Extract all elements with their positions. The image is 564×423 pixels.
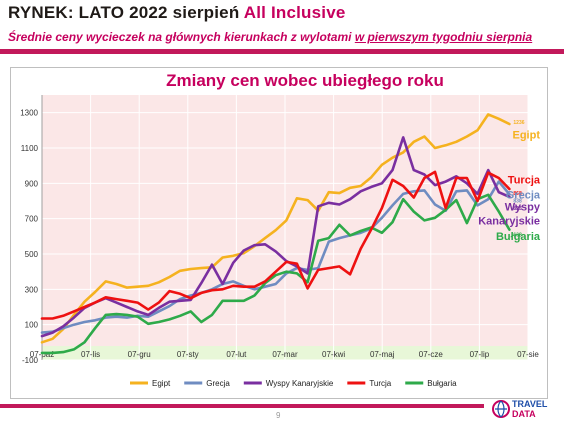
- y-tick-label: 100: [25, 321, 39, 330]
- end-value-label-wyspy: 823: [513, 206, 522, 212]
- header-divider: [0, 49, 564, 54]
- end-value-label-egipt: 1236: [513, 120, 524, 126]
- side-label-bulgaria: Bułgaria: [496, 231, 541, 243]
- legend-label-egipt: Egipt: [152, 379, 171, 388]
- page-subtitle-part1: Średnie ceny wycieczek na głównych kieru…: [8, 30, 355, 44]
- end-value-label-turcja: 868: [513, 191, 522, 197]
- series-line-turcja: [40, 170, 511, 320]
- y-tick-label: 500: [25, 250, 39, 259]
- series-line-grecja: [40, 180, 511, 334]
- chart-title: Zmiany cen wobec ubiegłego roku: [166, 71, 444, 90]
- end-value-label-bulgaria: 638: [513, 233, 522, 239]
- x-tick-label: 07-maj: [370, 350, 395, 359]
- page-title-prefix: RYNEK: LATO 2022 sierpień: [8, 3, 244, 22]
- footer-divider: [0, 404, 484, 408]
- x-tick-label: 07-mar: [272, 350, 298, 359]
- side-label-turcja: Turcja: [508, 174, 541, 186]
- x-tick-label: 07-sie: [517, 350, 539, 359]
- end-value-label-grecja: 838: [513, 198, 522, 204]
- y-tick-label: 1300: [20, 109, 38, 118]
- side-label-wyspy-2: Kanaryjskie: [478, 215, 540, 227]
- y-tick-label: 300: [25, 285, 39, 294]
- legend-label-wyspy: Wyspy Kanaryjskie: [266, 379, 334, 388]
- x-tick-label: 07-lis: [81, 350, 100, 359]
- x-tick-label: 07-lut: [226, 350, 247, 359]
- legend-label-grecja: Grecja: [206, 379, 230, 388]
- series-line-egipt: [40, 113, 511, 344]
- logo-text-data: DATA: [512, 409, 536, 419]
- side-label-egipt: Egipt: [513, 129, 541, 141]
- series-line-wyspy: [40, 136, 511, 338]
- side-label-grecja: Grecja: [506, 189, 541, 201]
- legend-label-bulgaria: Bułgaria: [427, 379, 457, 388]
- y-tick-label: 900: [25, 179, 39, 188]
- y-tick-label: 1100: [21, 144, 39, 153]
- logo-text-travel: TRAVEL: [512, 399, 548, 409]
- page-title-accent: All Inclusive: [243, 3, 346, 22]
- series-line-bulgaria: [40, 193, 511, 355]
- y-tick-label: 700: [25, 215, 39, 224]
- x-tick-label: 07-lip: [470, 350, 490, 359]
- x-tick-label: 07-gru: [128, 350, 151, 359]
- page-title: RYNEK: LATO 2022 sierpień All Inclusive: [8, 3, 346, 23]
- page-subtitle: Średnie ceny wycieczek na głównych kieru…: [8, 30, 532, 44]
- x-tick-label: 07-kwi: [322, 350, 345, 359]
- travel-data-logo: TRAVEL DATA: [492, 399, 548, 419]
- side-label-wyspy-1: Wyspy: [505, 202, 541, 214]
- page-subtitle-part2: w pierwszym tygodniu sierpnia: [354, 30, 533, 44]
- page-number: 9: [276, 411, 281, 420]
- legend-label-turcja: Turcja: [369, 379, 391, 388]
- x-tick-label: 07-sty: [177, 350, 199, 359]
- y-tick-label: -100: [22, 356, 39, 365]
- x-tick-label: 07-cze: [419, 350, 444, 359]
